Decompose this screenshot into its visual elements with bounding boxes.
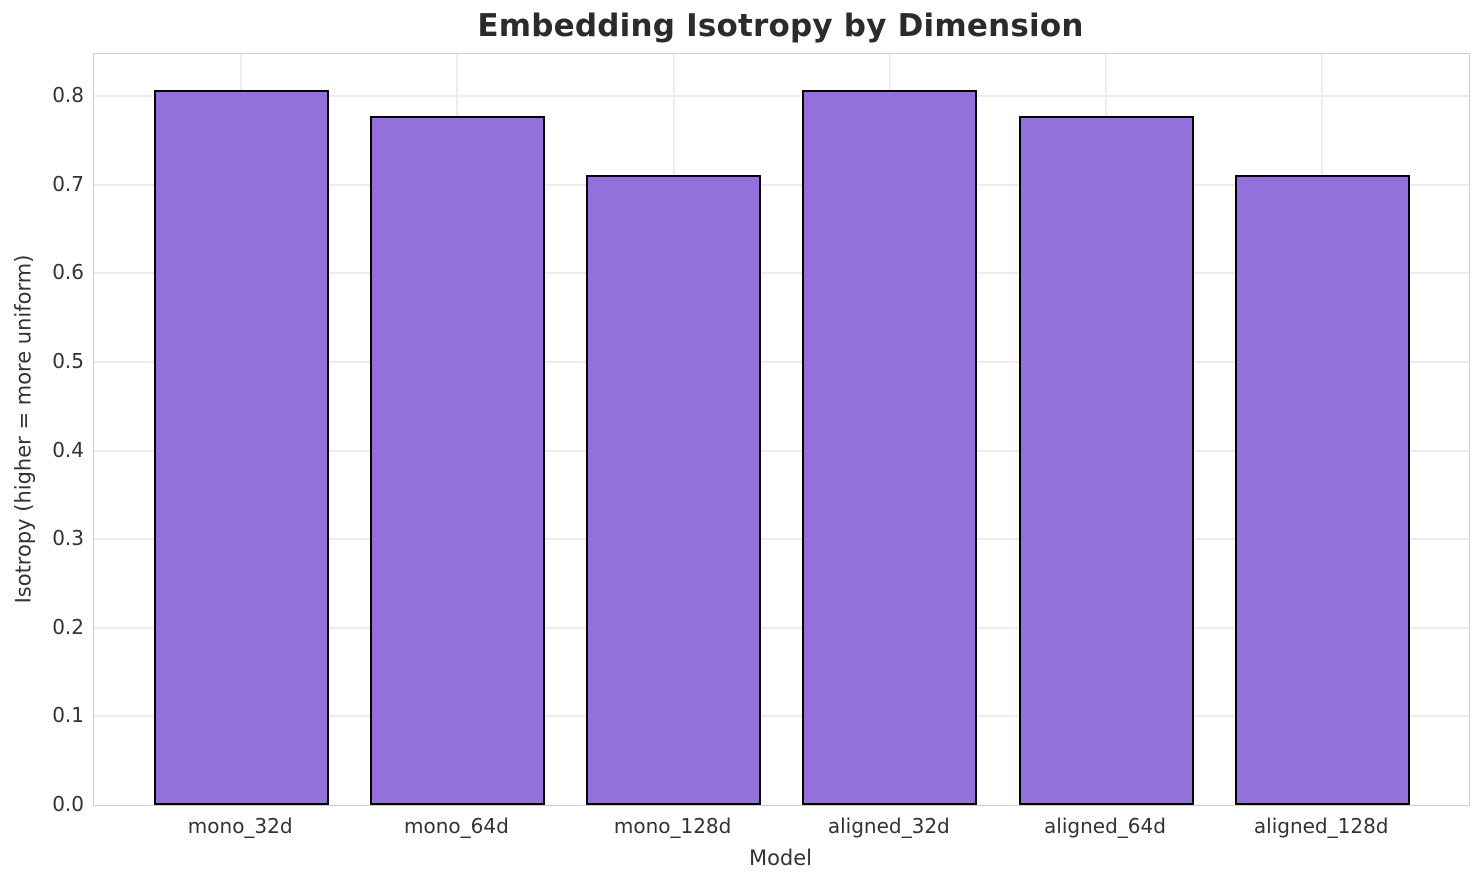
x-axis-label: Model	[748, 846, 813, 870]
h-gridline-0.8	[94, 95, 1469, 98]
h-gridline-0.1	[94, 715, 1469, 718]
bar-mono_32d	[153, 89, 329, 805]
x-tick-aligned_32d: aligned_32d	[827, 814, 950, 838]
x-tick-mono_128d: mono_128d	[613, 814, 732, 838]
bar-mono_128d	[586, 175, 762, 805]
x-tick-mono_32d: mono_32d	[187, 814, 293, 838]
bar-aligned_32d	[802, 89, 978, 805]
y-tick-0.1: 0.1	[52, 703, 84, 728]
x-tick-aligned_128d: aligned_128d	[1253, 814, 1389, 838]
x-tick-aligned_64d: aligned_64d	[1044, 814, 1166, 838]
y-tick-0.0: 0.0	[52, 792, 84, 816]
bar-mono_64d	[369, 115, 545, 805]
h-gridline-0.2	[94, 626, 1469, 629]
y-tick-0.3: 0.3	[52, 526, 84, 551]
y-tick-0.8: 0.8	[52, 83, 84, 108]
y-tick-labels: 0.0 0.1 0.2 0.3 0.4 0.5 0.6 0.7 0.8	[0, 53, 84, 816]
x-tick-mono_64d: mono_64d	[404, 814, 509, 838]
plot-area	[93, 53, 1470, 806]
y-tick-0.5: 0.5	[52, 348, 84, 373]
y-tick-0.2: 0.2	[52, 614, 84, 639]
h-gridline-0.3	[94, 538, 1469, 541]
y-tick-0.7: 0.7	[52, 171, 84, 196]
y-tick-0.4: 0.4	[52, 437, 84, 462]
y-tick-0.6: 0.6	[52, 260, 84, 285]
h-gridline-0.6	[94, 272, 1469, 275]
bar-aligned_64d	[1018, 115, 1194, 805]
chart-title: Embedding Isotropy by Dimension	[477, 8, 1084, 44]
x-tick-labels: mono_32d mono_64d mono_128d aligned_32d alig…	[93, 813, 1468, 841]
bar-aligned_128d	[1234, 175, 1410, 805]
h-gridline-0.4	[94, 449, 1469, 452]
h-gridline-0.5	[94, 361, 1469, 363]
h-gridline-0.7	[94, 183, 1469, 186]
